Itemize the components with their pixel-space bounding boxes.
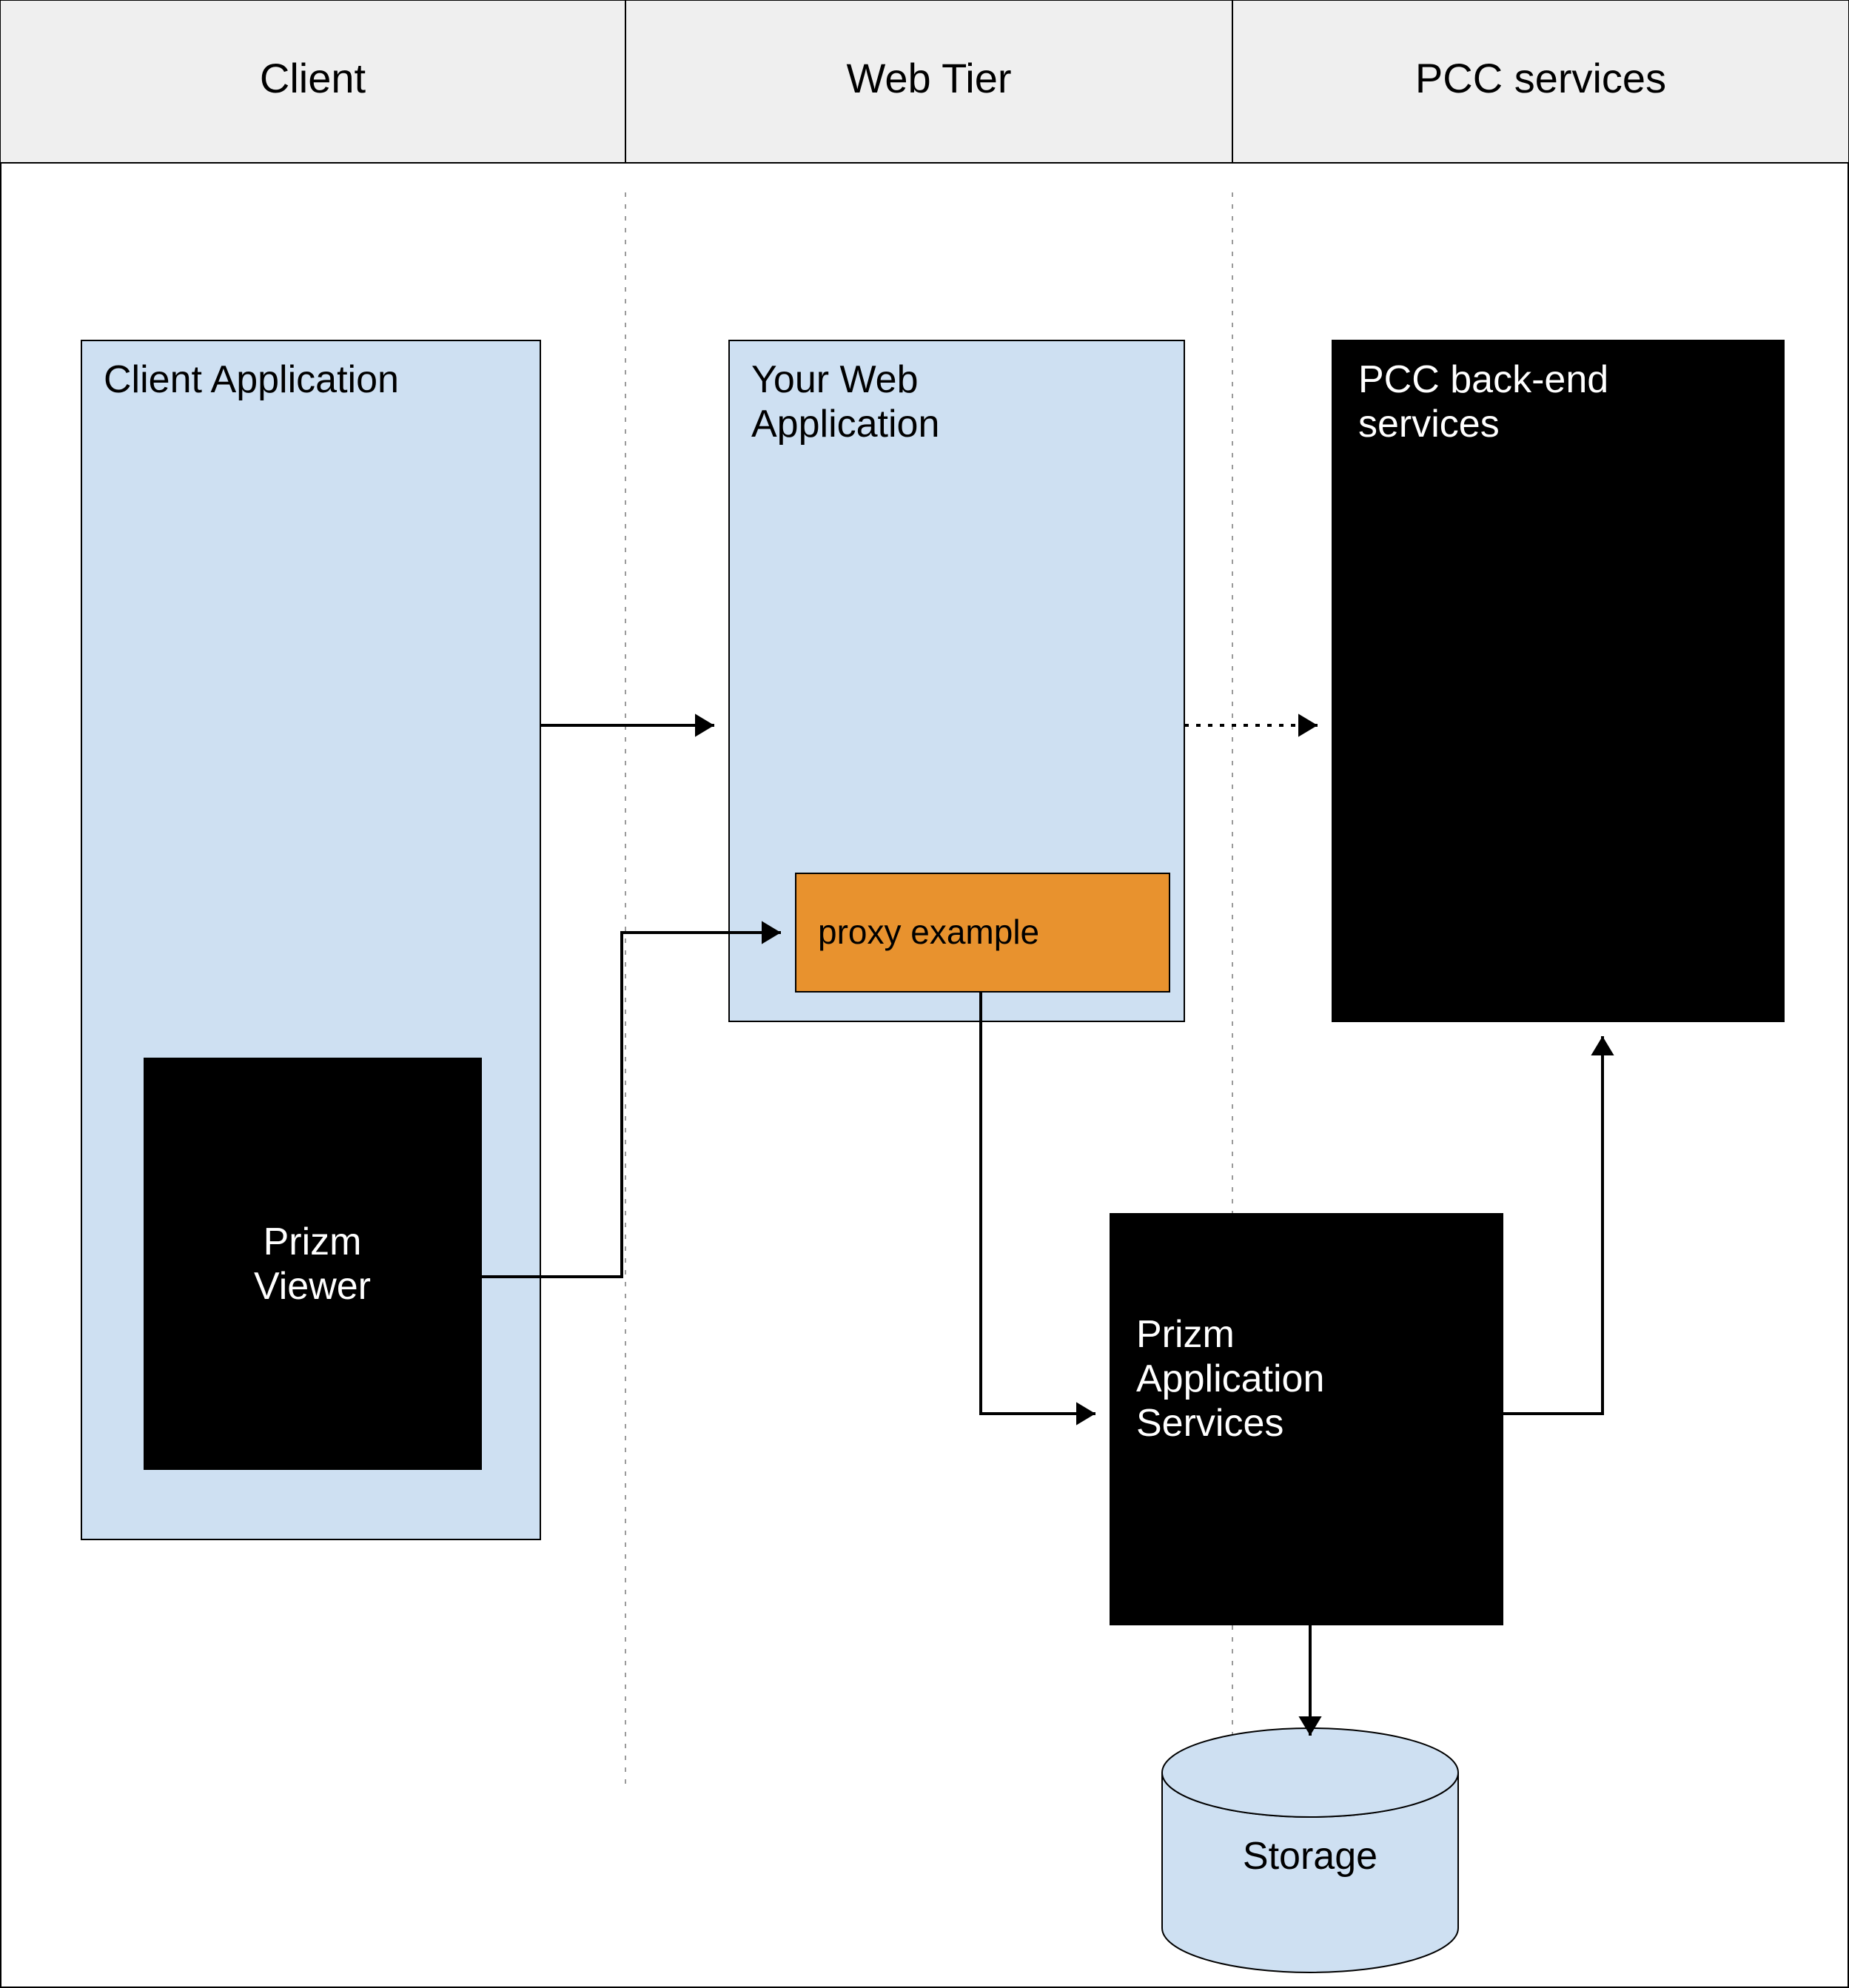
prizm-viewer-label-1: Prizm — [264, 1220, 362, 1263]
arrow-head — [1076, 1402, 1095, 1425]
header-label-col-web: Web Tier — [846, 55, 1011, 101]
arrow-head — [1298, 713, 1318, 736]
storage-cylinder: Storage — [1162, 1728, 1458, 1972]
storage-label: Storage — [1243, 1835, 1377, 1878]
web-application-label-1: Your Web — [751, 358, 919, 401]
pcc-backend-box: PCC back-end services — [1332, 340, 1784, 1021]
proxy-example-label: proxy example — [818, 913, 1039, 951]
edge-e4 — [981, 992, 1095, 1414]
prizm-app-services-label-1: Prizm — [1136, 1313, 1235, 1356]
edge-e5 — [1503, 1036, 1603, 1414]
header-label-col-client: Client — [260, 55, 366, 101]
web-application-label-2: Application — [751, 403, 939, 446]
pcc-backend-label-2: services — [1358, 403, 1500, 446]
arrow-head — [1591, 1036, 1614, 1055]
proxy-example-box: proxy example — [796, 873, 1170, 992]
prizm-app-services-box: Prizm Application Services — [1110, 1214, 1503, 1625]
arrow-head — [695, 713, 714, 736]
header-label-col-pcc: PCC services — [1415, 55, 1666, 101]
header-row: Client Web Tier PCC services — [0, 0, 1849, 163]
pcc-backend-label-1: PCC back-end — [1358, 358, 1608, 401]
prizm-app-services-label-3: Services — [1136, 1402, 1283, 1445]
client-application-label: Client Application — [104, 358, 399, 401]
prizm-app-services-label-2: Application — [1136, 1357, 1324, 1400]
prizm-viewer-label-2: Viewer — [254, 1265, 371, 1308]
prizm-viewer-box: Prizm Viewer — [144, 1058, 481, 1469]
architecture-diagram: Client Web Tier PCC services Client Applic… — [0, 0, 1849, 1988]
